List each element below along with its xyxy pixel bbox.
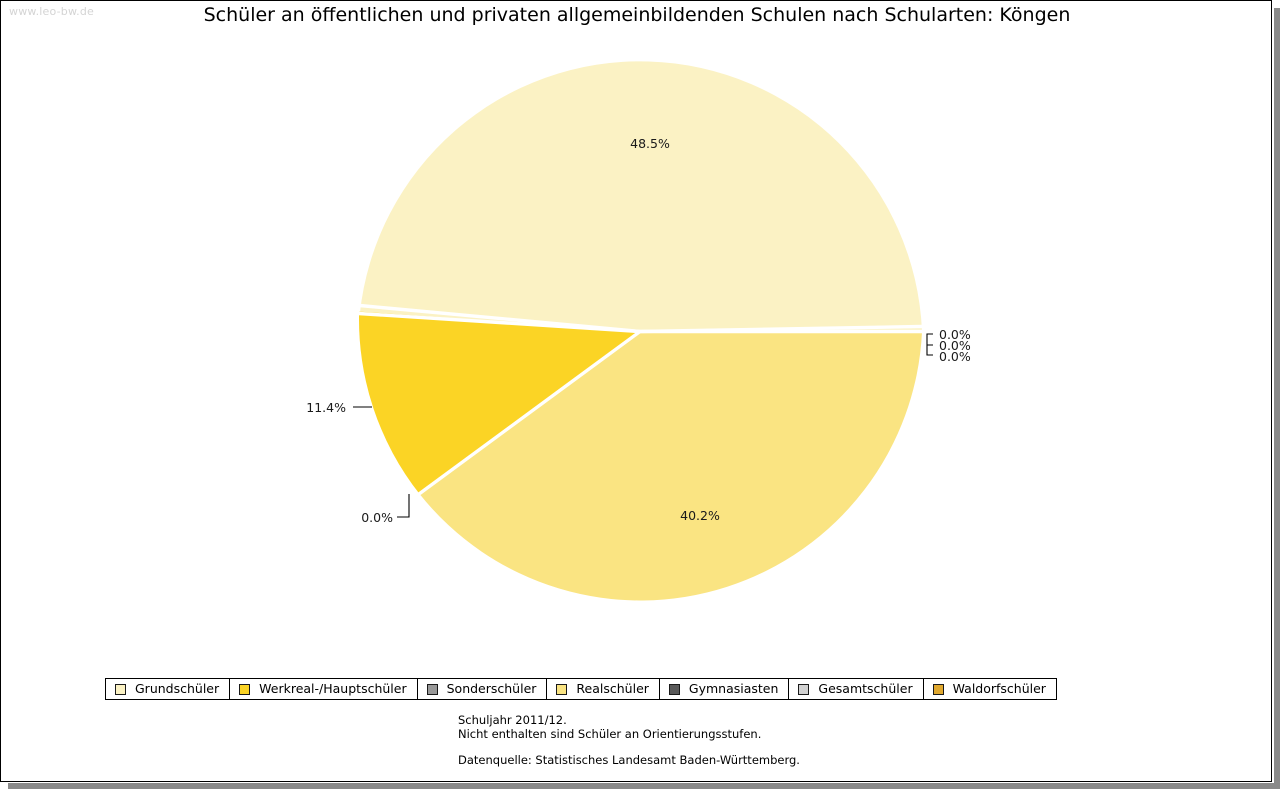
leader-line-gymnasiasten bbox=[397, 494, 410, 518]
pie-label-realschueler: 40.2% bbox=[680, 508, 720, 523]
legend-label: Grundschüler bbox=[135, 680, 220, 696]
legend-label: Gesamtschüler bbox=[818, 680, 913, 696]
pie-label-waldorfschueler: 0.0% bbox=[939, 349, 971, 364]
pie-slice-grundschueler[interactable] bbox=[359, 61, 922, 331]
legend-label: Gymnasiasten bbox=[688, 680, 779, 696]
footnote-exclusion: Nicht enthalten sind Schüler an Orientie… bbox=[458, 727, 762, 741]
frame-shadow-right bbox=[1274, 8, 1280, 789]
legend-swatch-icon bbox=[556, 683, 568, 695]
legend-swatch-icon bbox=[239, 683, 251, 695]
legend-swatch-icon bbox=[668, 683, 680, 695]
pie-slice-separators bbox=[358, 303, 923, 496]
legend-swatch-icon bbox=[426, 683, 438, 695]
pie-label-gymnasiasten: 0.0% bbox=[361, 510, 393, 525]
pie-chart-svg: 48.5% 40.2% 11.4% 0.0% 0.0% 0.0% 0.0% bbox=[306, 61, 971, 601]
footnotes: Schuljahr 2011/12. Nicht enthalten sind … bbox=[458, 713, 761, 741]
legend-swatch-icon bbox=[932, 683, 944, 695]
legend-label: Werkreal-/Hauptschüler bbox=[259, 680, 407, 696]
pie-slice-werkrealschueler[interactable] bbox=[358, 311, 640, 494]
legend-item-sonderschueler[interactable]: Sonderschüler bbox=[418, 679, 548, 699]
pie-label-grundschueler: 48.5% bbox=[630, 136, 670, 151]
pie-slice-realschueler[interactable] bbox=[419, 331, 922, 601]
pie-label-werkrealschueler: 11.4% bbox=[306, 400, 346, 415]
pie-label-gesamtschueler: 0.0% bbox=[939, 338, 971, 353]
legend-label: Waldorfschüler bbox=[952, 680, 1046, 696]
pie-label-sonderschueler: 0.0% bbox=[939, 327, 971, 342]
legend: Grundschüler Werkreal-/Hauptschüler Sond… bbox=[105, 678, 1057, 700]
legend-item-waldorfschueler[interactable]: Waldorfschüler bbox=[924, 679, 1056, 699]
footnote-schooljahr: Schuljahr 2011/12. bbox=[458, 713, 567, 727]
chart-title: Schüler an öffentlichen und privaten all… bbox=[203, 4, 1071, 26]
legend-swatch-icon bbox=[115, 683, 126, 695]
legend-label: Sonderschüler bbox=[446, 680, 537, 696]
footnote-source: Datenquelle: Statistisches Landesamt Bad… bbox=[458, 753, 800, 767]
legend-item-gymnasiasten[interactable]: Gymnasiasten bbox=[660, 679, 790, 699]
pie-chart: 48.5% 40.2% 11.4% 0.0% 0.0% 0.0% 0.0% bbox=[1, 1, 1271, 661]
legend-item-gesamtschueler[interactable]: Gesamtschüler bbox=[789, 679, 924, 699]
leader-line-zero-group bbox=[926, 333, 933, 356]
legend-label: Realschüler bbox=[576, 680, 649, 696]
legend-item-realschueler[interactable]: Realschüler bbox=[547, 679, 660, 699]
frame-shadow-bottom bbox=[8, 783, 1274, 789]
legend-item-grundschueler[interactable]: Grundschüler bbox=[106, 679, 231, 699]
watermark: www.leo-bw.de bbox=[9, 5, 95, 18]
legend-swatch-icon bbox=[798, 683, 810, 695]
legend-item-werkrealschueler[interactable]: Werkreal-/Hauptschüler bbox=[230, 679, 418, 699]
